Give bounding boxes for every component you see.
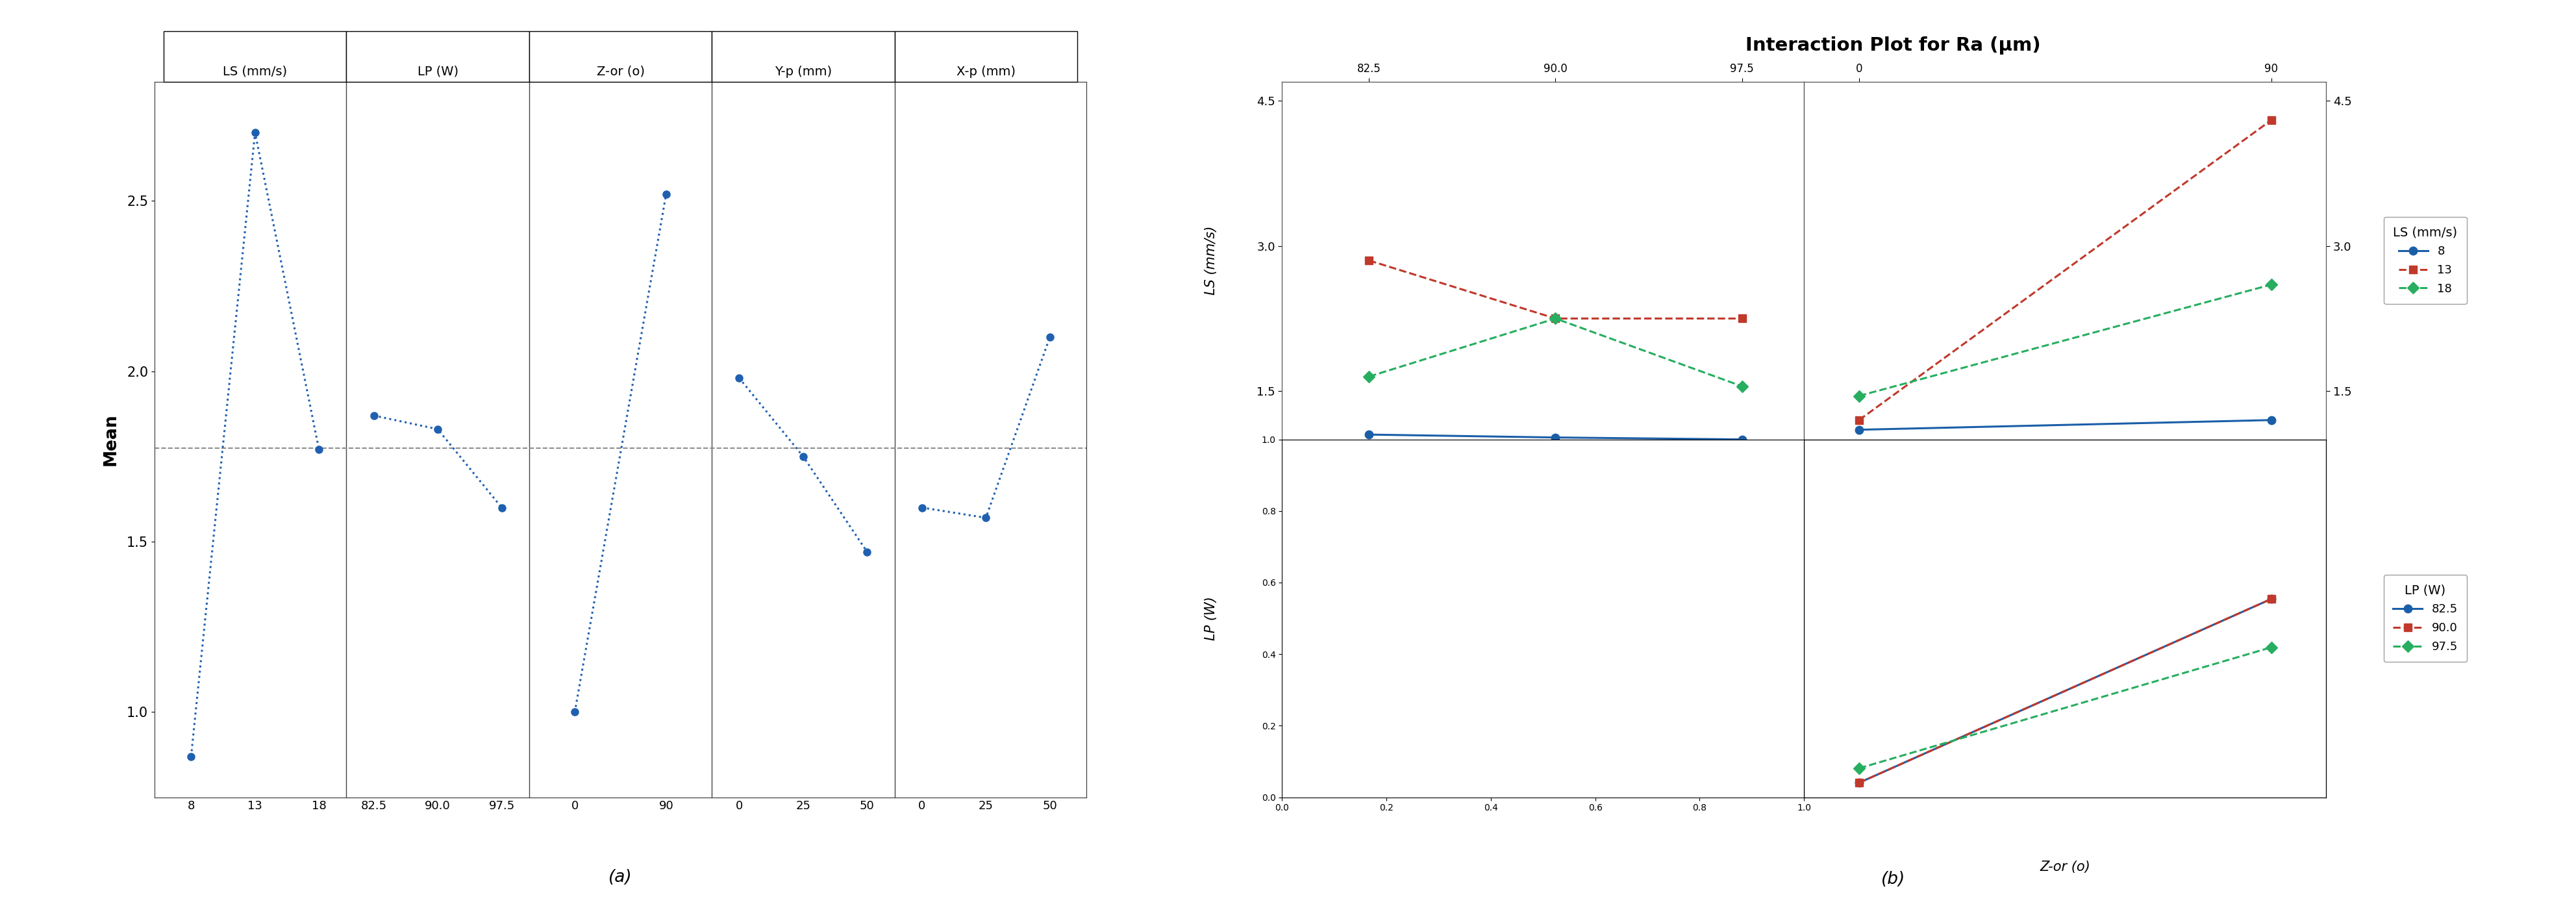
Text: LP (W): LP (W)	[1517, 611, 1569, 626]
Y-axis label: Mean: Mean	[103, 413, 118, 466]
Bar	[711, 32, 894, 82]
Text: (b): (b)	[1880, 871, 1906, 888]
Bar	[894, 32, 1077, 82]
Bar	[345, 32, 528, 82]
Text: Z-or (o): Z-or (o)	[2040, 861, 2089, 873]
Title: ANOM for Ra (μm): ANOM for Ra (μm)	[523, 33, 716, 51]
Text: (a): (a)	[608, 869, 631, 886]
Text: LS (mm/s): LS (mm/s)	[1206, 226, 1218, 295]
Text: LP (W): LP (W)	[1206, 596, 1218, 641]
Bar	[528, 32, 711, 82]
Bar	[165, 32, 345, 82]
Legend: 8, 13, 18: 8, 13, 18	[2383, 217, 2468, 304]
Legend: 82.5, 90.0, 97.5: 82.5, 90.0, 97.5	[2383, 574, 2468, 662]
Text: Interaction Plot for Ra (μm): Interaction Plot for Ra (μm)	[1747, 36, 2040, 54]
